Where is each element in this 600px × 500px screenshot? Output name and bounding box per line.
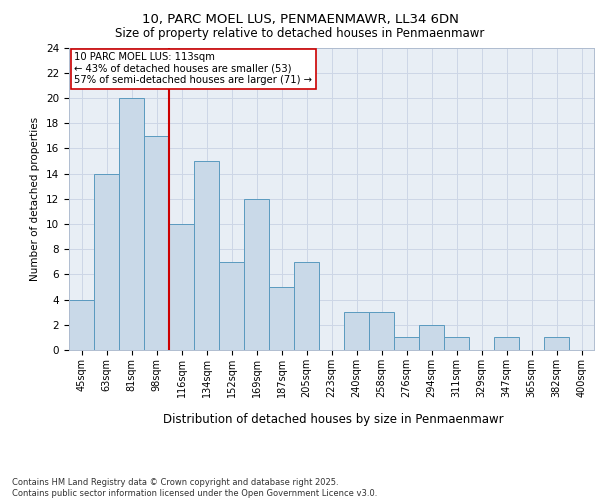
- Bar: [219, 262, 244, 350]
- Bar: [394, 338, 419, 350]
- Bar: [544, 338, 569, 350]
- Y-axis label: Number of detached properties: Number of detached properties: [31, 116, 40, 281]
- Bar: [419, 325, 444, 350]
- Bar: [444, 338, 469, 350]
- Bar: [369, 312, 394, 350]
- Bar: [294, 262, 319, 350]
- Bar: [244, 198, 269, 350]
- Bar: [119, 98, 144, 350]
- Text: 10, PARC MOEL LUS, PENMAENMAWR, LL34 6DN: 10, PARC MOEL LUS, PENMAENMAWR, LL34 6DN: [142, 12, 458, 26]
- Text: Size of property relative to detached houses in Penmaenmawr: Size of property relative to detached ho…: [115, 28, 485, 40]
- Bar: [169, 224, 194, 350]
- Bar: [494, 338, 519, 350]
- Bar: [94, 174, 119, 350]
- Bar: [269, 287, 294, 350]
- Bar: [344, 312, 369, 350]
- Bar: [144, 136, 169, 350]
- Bar: [69, 300, 94, 350]
- Text: Contains HM Land Registry data © Crown copyright and database right 2025.
Contai: Contains HM Land Registry data © Crown c…: [12, 478, 377, 498]
- Bar: [194, 161, 219, 350]
- Text: Distribution of detached houses by size in Penmaenmawr: Distribution of detached houses by size …: [163, 412, 503, 426]
- Text: 10 PARC MOEL LUS: 113sqm
← 43% of detached houses are smaller (53)
57% of semi-d: 10 PARC MOEL LUS: 113sqm ← 43% of detach…: [74, 52, 312, 85]
